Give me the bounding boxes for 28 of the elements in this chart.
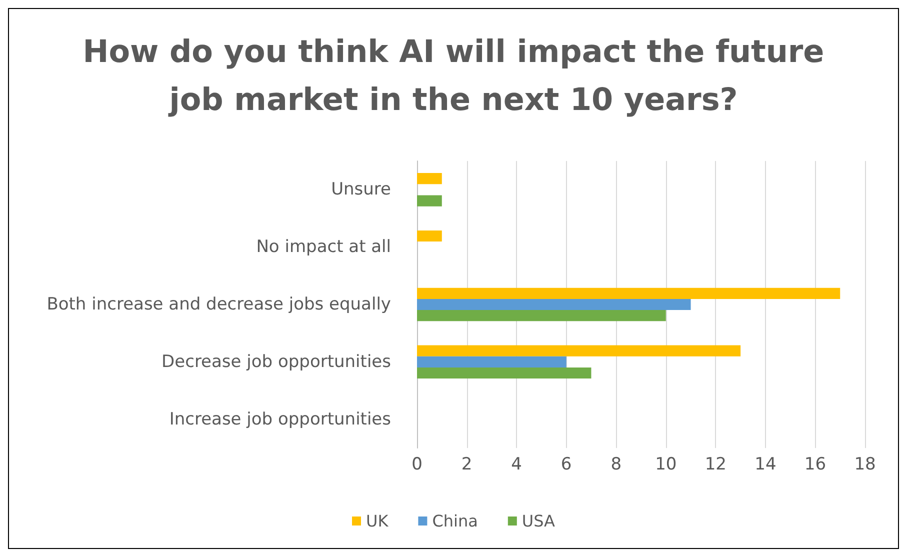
x-tick-label: 16: [804, 454, 826, 474]
y-tick-label: Decrease job opportunities: [162, 352, 392, 372]
bar: [417, 173, 442, 184]
x-tick-label: 4: [511, 454, 522, 474]
bar: [417, 345, 741, 356]
legend-label: UK: [366, 512, 389, 530]
bar: [417, 195, 442, 206]
bar: [417, 367, 592, 379]
x-tick-label: 14: [754, 454, 776, 474]
x-tick-label: 10: [655, 454, 677, 474]
bar: [417, 288, 840, 299]
bar: [417, 230, 442, 242]
y-tick-label: No impact at all: [256, 237, 391, 258]
x-tick-label: 8: [610, 454, 622, 474]
bar: [417, 310, 666, 322]
x-tick-label: 2: [461, 454, 472, 474]
x-tick-label: 18: [854, 454, 876, 474]
x-tick-label: 6: [560, 454, 572, 474]
bar: [417, 356, 566, 368]
x-tick-label: 12: [704, 454, 726, 474]
chart-title: How do you think AI will impact the future job market in the next 10 years?: [82, 34, 824, 118]
legend-label: China: [432, 512, 478, 530]
y-tick-label: Increase job opportunities: [169, 409, 392, 430]
bar: [417, 298, 691, 310]
y-tick-label: Both increase and decrease jobs equally: [46, 294, 391, 314]
x-tick-label: 0: [412, 454, 422, 474]
y-tick-label: Unsure: [331, 180, 391, 200]
legend-label: USA: [522, 512, 556, 530]
